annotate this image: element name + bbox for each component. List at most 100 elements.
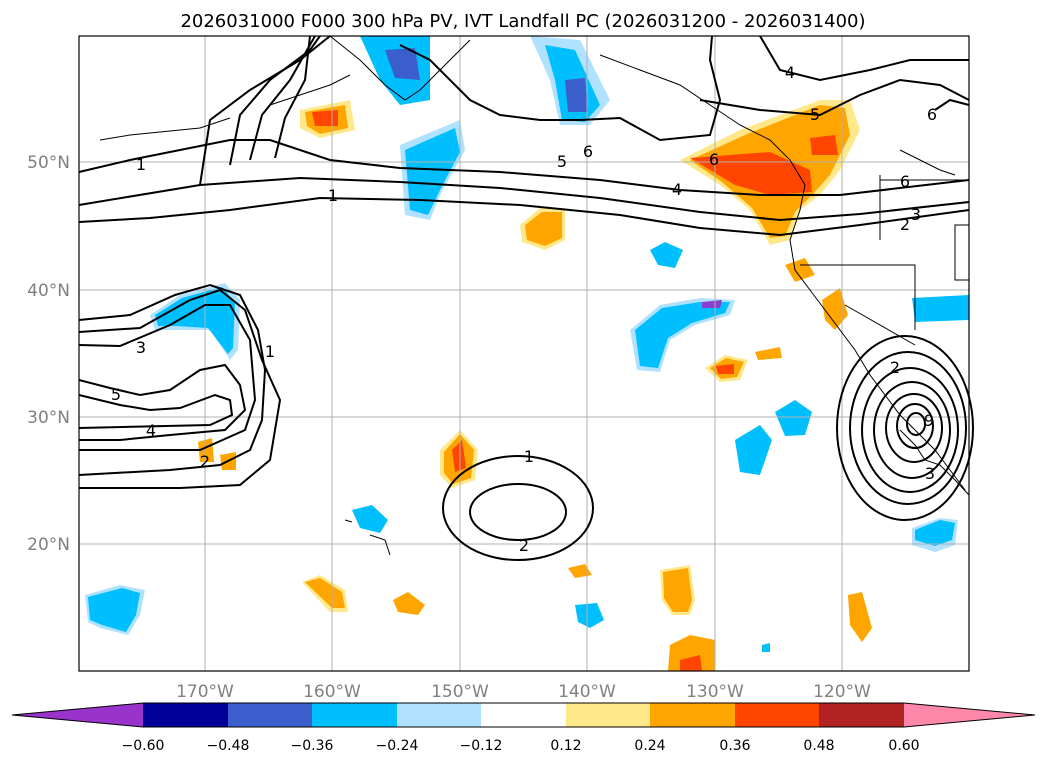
contour-label: 9 [924, 411, 934, 430]
pv-negative-core [702, 300, 722, 308]
colorbar-overflow-triangle [904, 703, 1035, 727]
lon-label: 170°W [176, 682, 234, 702]
pv-positive-area [198, 438, 214, 462]
colorbar-segment [481, 703, 566, 727]
pv-shading [85, 36, 969, 671]
pv-negative-area [635, 302, 730, 368]
contour-line [78, 288, 282, 489]
contour-line [861, 367, 959, 493]
colorbar-tick-label: −0.36 [291, 738, 334, 754]
colorbar-tick-label: 0.12 [550, 738, 581, 754]
contour-line [849, 351, 967, 505]
contour-label: 2 [200, 452, 210, 471]
contour-line [759, 35, 969, 82]
colorbar-tick-label: −0.60 [122, 738, 165, 754]
contour-line [442, 455, 594, 561]
border-states [844, 304, 916, 346]
border-canada [899, 149, 956, 176]
map-title: 2026031000 F000 300 hPa PV, IVT Landfall… [180, 11, 865, 32]
pv-positive-core [680, 655, 702, 671]
contour-line [699, 78, 970, 117]
pv-negative-core [565, 78, 588, 112]
colorbar-segment [566, 703, 650, 727]
lat-label: 50°N [27, 153, 70, 173]
contour-line [836, 335, 974, 521]
colorbar-segment [735, 703, 819, 727]
contour-labels: 1 5 6 4 1 6 4 5 6 6 3 2 1 3 5 4 2 1 2 2 … [111, 63, 937, 555]
pv-positive-core [810, 135, 838, 155]
contour-label: 6 [900, 172, 910, 191]
pv-positive-area [525, 212, 562, 246]
lat-label: 20°N [27, 535, 70, 555]
contour-line [896, 403, 934, 449]
contour-label: 4 [785, 63, 795, 82]
pv-negative-core [385, 48, 420, 80]
pv-positive-core [452, 440, 466, 472]
colorbar-tick-label: −0.12 [460, 738, 503, 754]
coastline-aleutians [269, 74, 351, 106]
contour-line [469, 483, 567, 541]
contour-label: 5 [557, 152, 567, 171]
contour-line [78, 196, 970, 237]
contour-line [78, 139, 970, 196]
pv-positive-area [393, 592, 425, 615]
longitude-labels: 170°W 160°W 150°W 140°W 130°W 120°W [176, 682, 871, 702]
lon-label: 140°W [558, 682, 616, 702]
lon-label: 150°W [431, 682, 489, 702]
contour-label: 1 [265, 342, 275, 361]
lon-label: 160°W [303, 682, 361, 702]
contour-label: 1 [328, 186, 338, 205]
contour-line [249, 35, 316, 161]
pv-negative-area [352, 505, 388, 533]
lon-label: 130°W [686, 682, 744, 702]
lat-label: 40°N [27, 281, 70, 301]
contour-label: 4 [146, 421, 156, 440]
colorbar-segment [312, 703, 397, 727]
coastline-baja [899, 429, 970, 496]
pv-negative-area [912, 295, 969, 322]
contour-label: 2 [519, 536, 529, 555]
pv-positive-area [663, 568, 692, 612]
colorbar-segment [650, 703, 735, 727]
contour-line [906, 412, 926, 436]
contour-line [274, 35, 311, 159]
colorbar-tick-label: 0.24 [634, 738, 665, 754]
lon-label: 120°W [813, 682, 871, 702]
colorbar-underflow-triangle [12, 703, 143, 727]
pv-negative-area [405, 128, 460, 215]
contour-line [873, 381, 951, 479]
pv-positive-core [716, 364, 734, 374]
contour-label: 5 [111, 385, 121, 404]
contour-line [78, 393, 234, 429]
latitude-labels: 50°N 40°N 30°N 20°N [27, 153, 70, 555]
pv-positive-area [668, 635, 715, 671]
pv-negative-area [735, 425, 772, 475]
contour-label: 5 [810, 105, 820, 124]
contour-line [934, 98, 970, 111]
contour-line [399, 35, 722, 142]
colorbar-segment [397, 703, 481, 727]
colorbar-tick-label: −0.48 [207, 738, 250, 754]
contour-label: 4 [672, 180, 682, 199]
pv-negative-area [915, 520, 955, 546]
pv-negative-area [155, 287, 235, 354]
map-panel: 1 5 6 4 1 6 4 5 6 6 3 2 1 3 5 4 2 1 2 2 … [78, 35, 974, 672]
map-frame [78, 35, 970, 672]
contour-label: 1 [136, 155, 146, 174]
colorbar-tick-label: 0.48 [803, 738, 834, 754]
pv-negative-area [762, 643, 770, 652]
pv-positive-core [690, 152, 812, 195]
pv-negative-area [575, 603, 604, 628]
contour-label: 3 [136, 338, 146, 357]
contour-line [78, 363, 247, 441]
contour-label: 2 [890, 358, 900, 377]
contour-label: 6 [709, 150, 719, 169]
pv-positive-area [848, 592, 872, 642]
pv-negative-area [88, 588, 140, 632]
contour-label: 1 [524, 447, 534, 466]
pv-positive-area [305, 578, 345, 608]
colorbar: −0.60 −0.48 −0.36 −0.24 −0.12 0.12 0.24 … [11, 702, 1036, 754]
contour-label: 2 [900, 215, 910, 234]
